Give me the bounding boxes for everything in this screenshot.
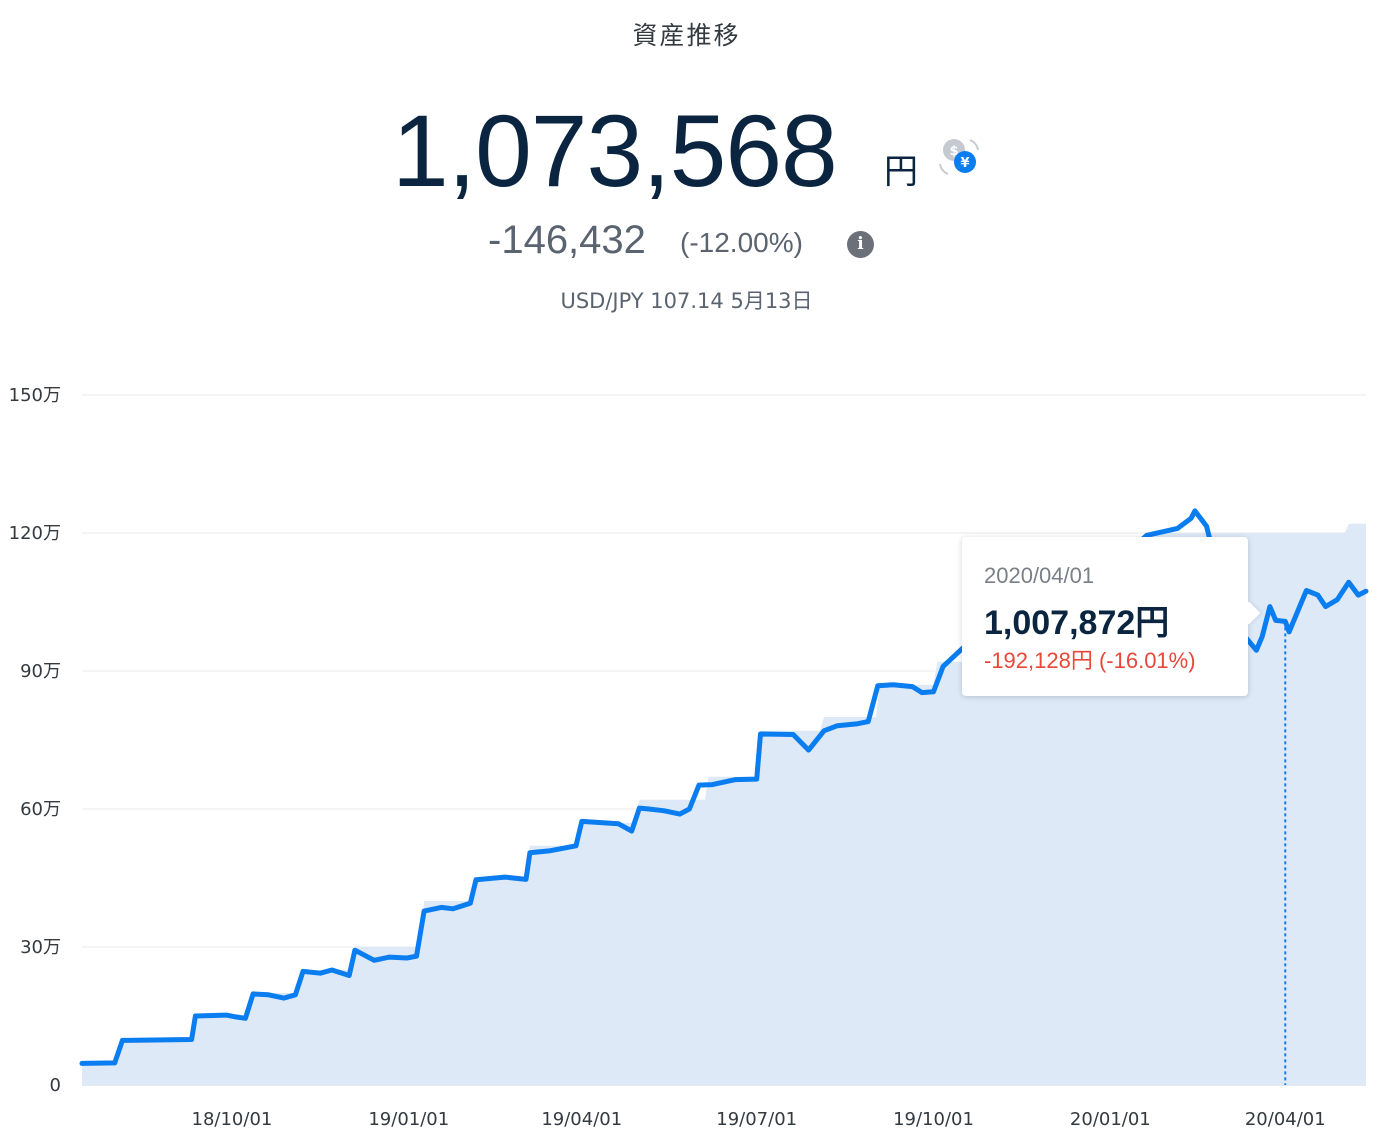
x-tick-label: 19/10/01 bbox=[893, 1109, 974, 1130]
x-axis-ticks: 18/10/01 19/01/01 19/04/01 19/07/01 19/10/01… bbox=[192, 1109, 1326, 1130]
tooltip-value: 1,007,872円 bbox=[984, 604, 1170, 642]
y-tick-label: 60万 bbox=[20, 799, 61, 820]
exchange-rate: USD/JPY 107.14 5月13日 bbox=[560, 289, 813, 313]
total-asset-value: 1,073,568 bbox=[392, 94, 838, 208]
change-row: -146,432 (-12.00%) i bbox=[0, 218, 1373, 268]
info-icon[interactable]: i bbox=[847, 231, 874, 258]
x-tick-label: 19/07/01 bbox=[716, 1109, 797, 1130]
x-tick-label: 19/01/01 bbox=[368, 1109, 449, 1130]
change-percent: (-12.00%) bbox=[680, 227, 803, 258]
tooltip-date: 2020/04/01 bbox=[984, 563, 1095, 588]
y-axis-ticks: 0 30万 60万 90万 120万 150万 bbox=[9, 385, 61, 1096]
y-tick-label: 30万 bbox=[20, 937, 61, 958]
x-tick-label: 20/04/01 bbox=[1245, 1109, 1326, 1130]
x-tick-label: 18/10/01 bbox=[192, 1109, 273, 1130]
page-title: 資産推移 bbox=[632, 21, 741, 50]
total-asset-unit: 円 bbox=[884, 152, 918, 192]
asset-line bbox=[79, 508, 1369, 1066]
change-amount: -146,432 bbox=[488, 218, 646, 262]
asset-value-line bbox=[79, 508, 1369, 1066]
currency-switch-icon[interactable]: $ ¥ bbox=[936, 136, 982, 178]
x-tick-label: 20/01/01 bbox=[1070, 1109, 1151, 1130]
y-tick-label: 120万 bbox=[9, 523, 61, 544]
total-value-row: 1,073,568 円 $ ¥ bbox=[0, 96, 1373, 206]
svg-text:¥: ¥ bbox=[960, 156, 969, 171]
y-tick-label: 90万 bbox=[20, 661, 61, 682]
x-tick-label: 19/04/01 bbox=[541, 1109, 622, 1130]
chart-tooltip: 2020/04/01 1,007,872円 -192,128円 (-16.01%… bbox=[962, 537, 1248, 696]
tooltip-diff: -192,128円 (-16.01%) bbox=[984, 648, 1196, 673]
y-tick-label: 150万 bbox=[9, 385, 61, 406]
y-tick-label: 0 bbox=[50, 1075, 61, 1096]
asset-history-chart: 0 30万 60万 90万 120万 150万 18/10/01 19/01/01 19/04… bbox=[9, 385, 1369, 1130]
svg-text:$: $ bbox=[949, 144, 958, 159]
